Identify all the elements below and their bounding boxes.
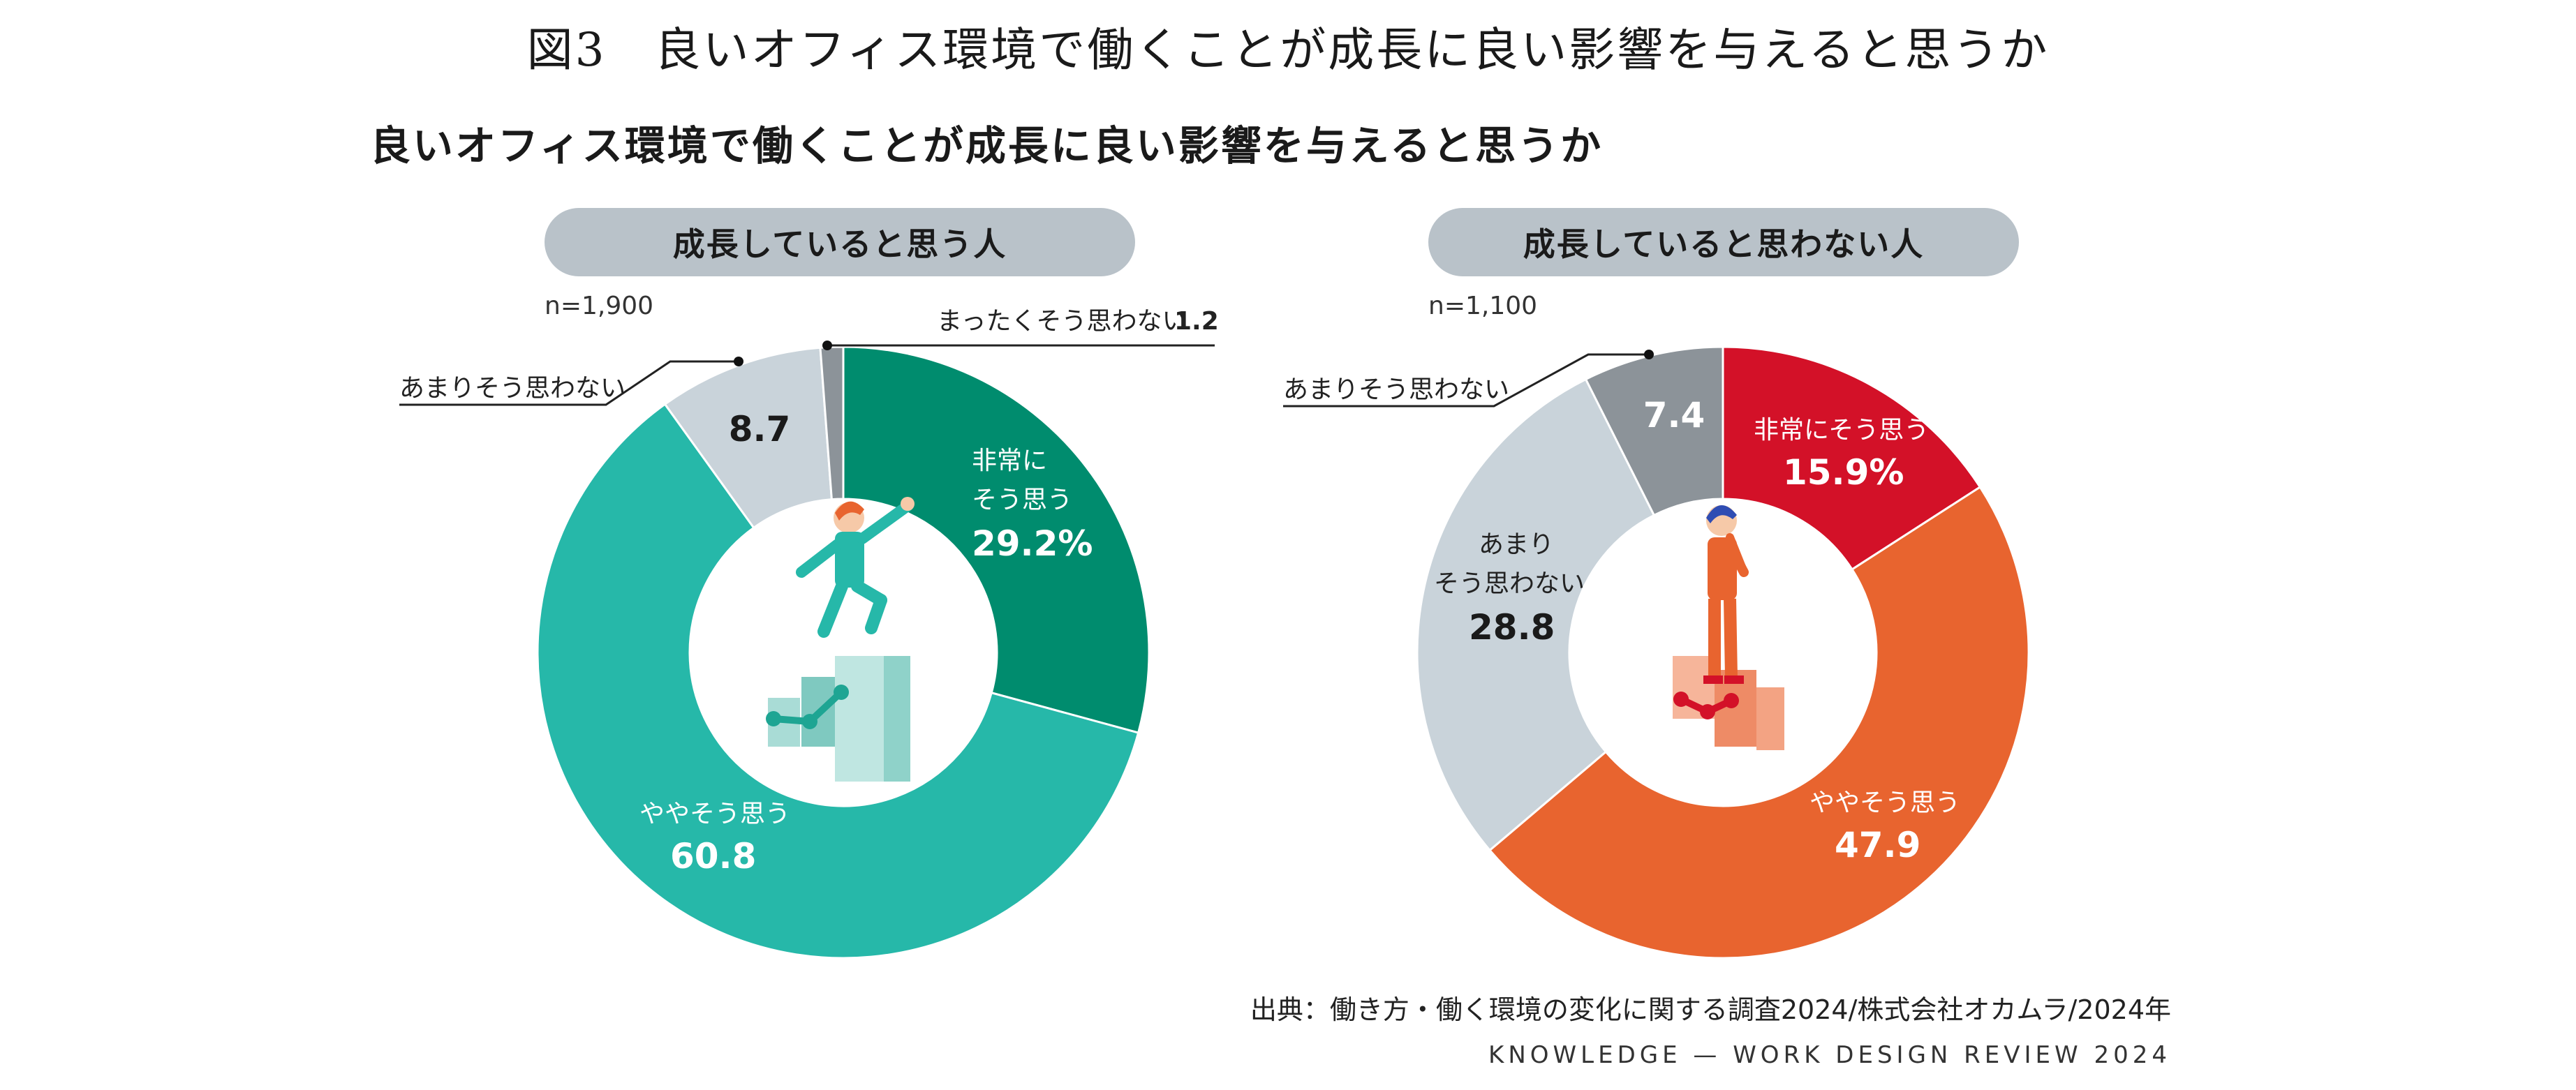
callout-dot xyxy=(1644,350,1654,359)
slice-label: ややそう思う xyxy=(1809,789,1960,817)
right-donut-slice-0 xyxy=(1722,345,1982,572)
callout-label: あまりそう思わない xyxy=(399,374,626,403)
left-donut-slice-0 xyxy=(842,345,1150,734)
callout-lines-left xyxy=(399,344,1215,406)
slice-value-label: 47.9 xyxy=(1835,825,1920,865)
sample-size-right: n=1,100 xyxy=(1428,292,1538,320)
slice-value-label: 28.8 xyxy=(1469,607,1555,648)
right-donut-slice-3 xyxy=(1584,345,1724,517)
thinking-person-illustration xyxy=(1673,505,1784,750)
sample-size-left: n=1,900 xyxy=(545,292,654,320)
callout-dot xyxy=(822,341,832,350)
donut-chart-left xyxy=(536,345,1150,960)
slice-value-label: 7.4 xyxy=(1643,395,1705,435)
donut-chart-right xyxy=(1416,345,2030,960)
slice-label: 非常にそう思う xyxy=(1754,416,1929,445)
group-label-left: 成長していると思う人 xyxy=(545,208,1135,276)
slice-value-label: 15.9% xyxy=(1783,452,1904,493)
slice-label: 非常に xyxy=(972,447,1047,475)
slice-label: あまり xyxy=(1479,530,1554,559)
slice-value-label: 29.2% xyxy=(972,523,1093,564)
callout-dot xyxy=(734,357,743,366)
slice-value-label: 60.8 xyxy=(670,836,756,876)
slice-label: ややそう思う xyxy=(639,800,790,828)
slice-value-label: 8.7 xyxy=(729,409,791,449)
left-donut-slice-1 xyxy=(536,403,1140,960)
brand-footer: KNOWLEDGE — WORK DESIGN REVIEW 2024 xyxy=(1488,1041,2171,1069)
callout-label: まったくそう思わない xyxy=(937,307,1187,336)
right-donut-slice-1 xyxy=(1488,485,2030,960)
climbing-person-illustration xyxy=(766,497,915,782)
slice-label: そう思う xyxy=(972,486,1072,514)
source-note: 出典：働き方・働く環境の変化に関する調査2024/株式会社オカムラ/2024年 xyxy=(1250,994,2171,1025)
right-donut-slice-2 xyxy=(1416,378,1656,852)
slice-value-label: 1.2 xyxy=(1174,307,1219,336)
chart-subtitle: 良いオフィス環境で働くことが成長に良い影響を与えると思うか xyxy=(370,122,1604,170)
slice-label: そう思わない xyxy=(1434,569,1585,598)
group-label-right: 成長していると思わない人 xyxy=(1428,208,2019,276)
figure-title: 図3 良いオフィス環境で働くことが成長に良い影響を与えると思うか xyxy=(526,23,2050,77)
callout-label: あまりそう思わない xyxy=(1283,375,1509,404)
callout-lines-right xyxy=(1283,353,1649,408)
